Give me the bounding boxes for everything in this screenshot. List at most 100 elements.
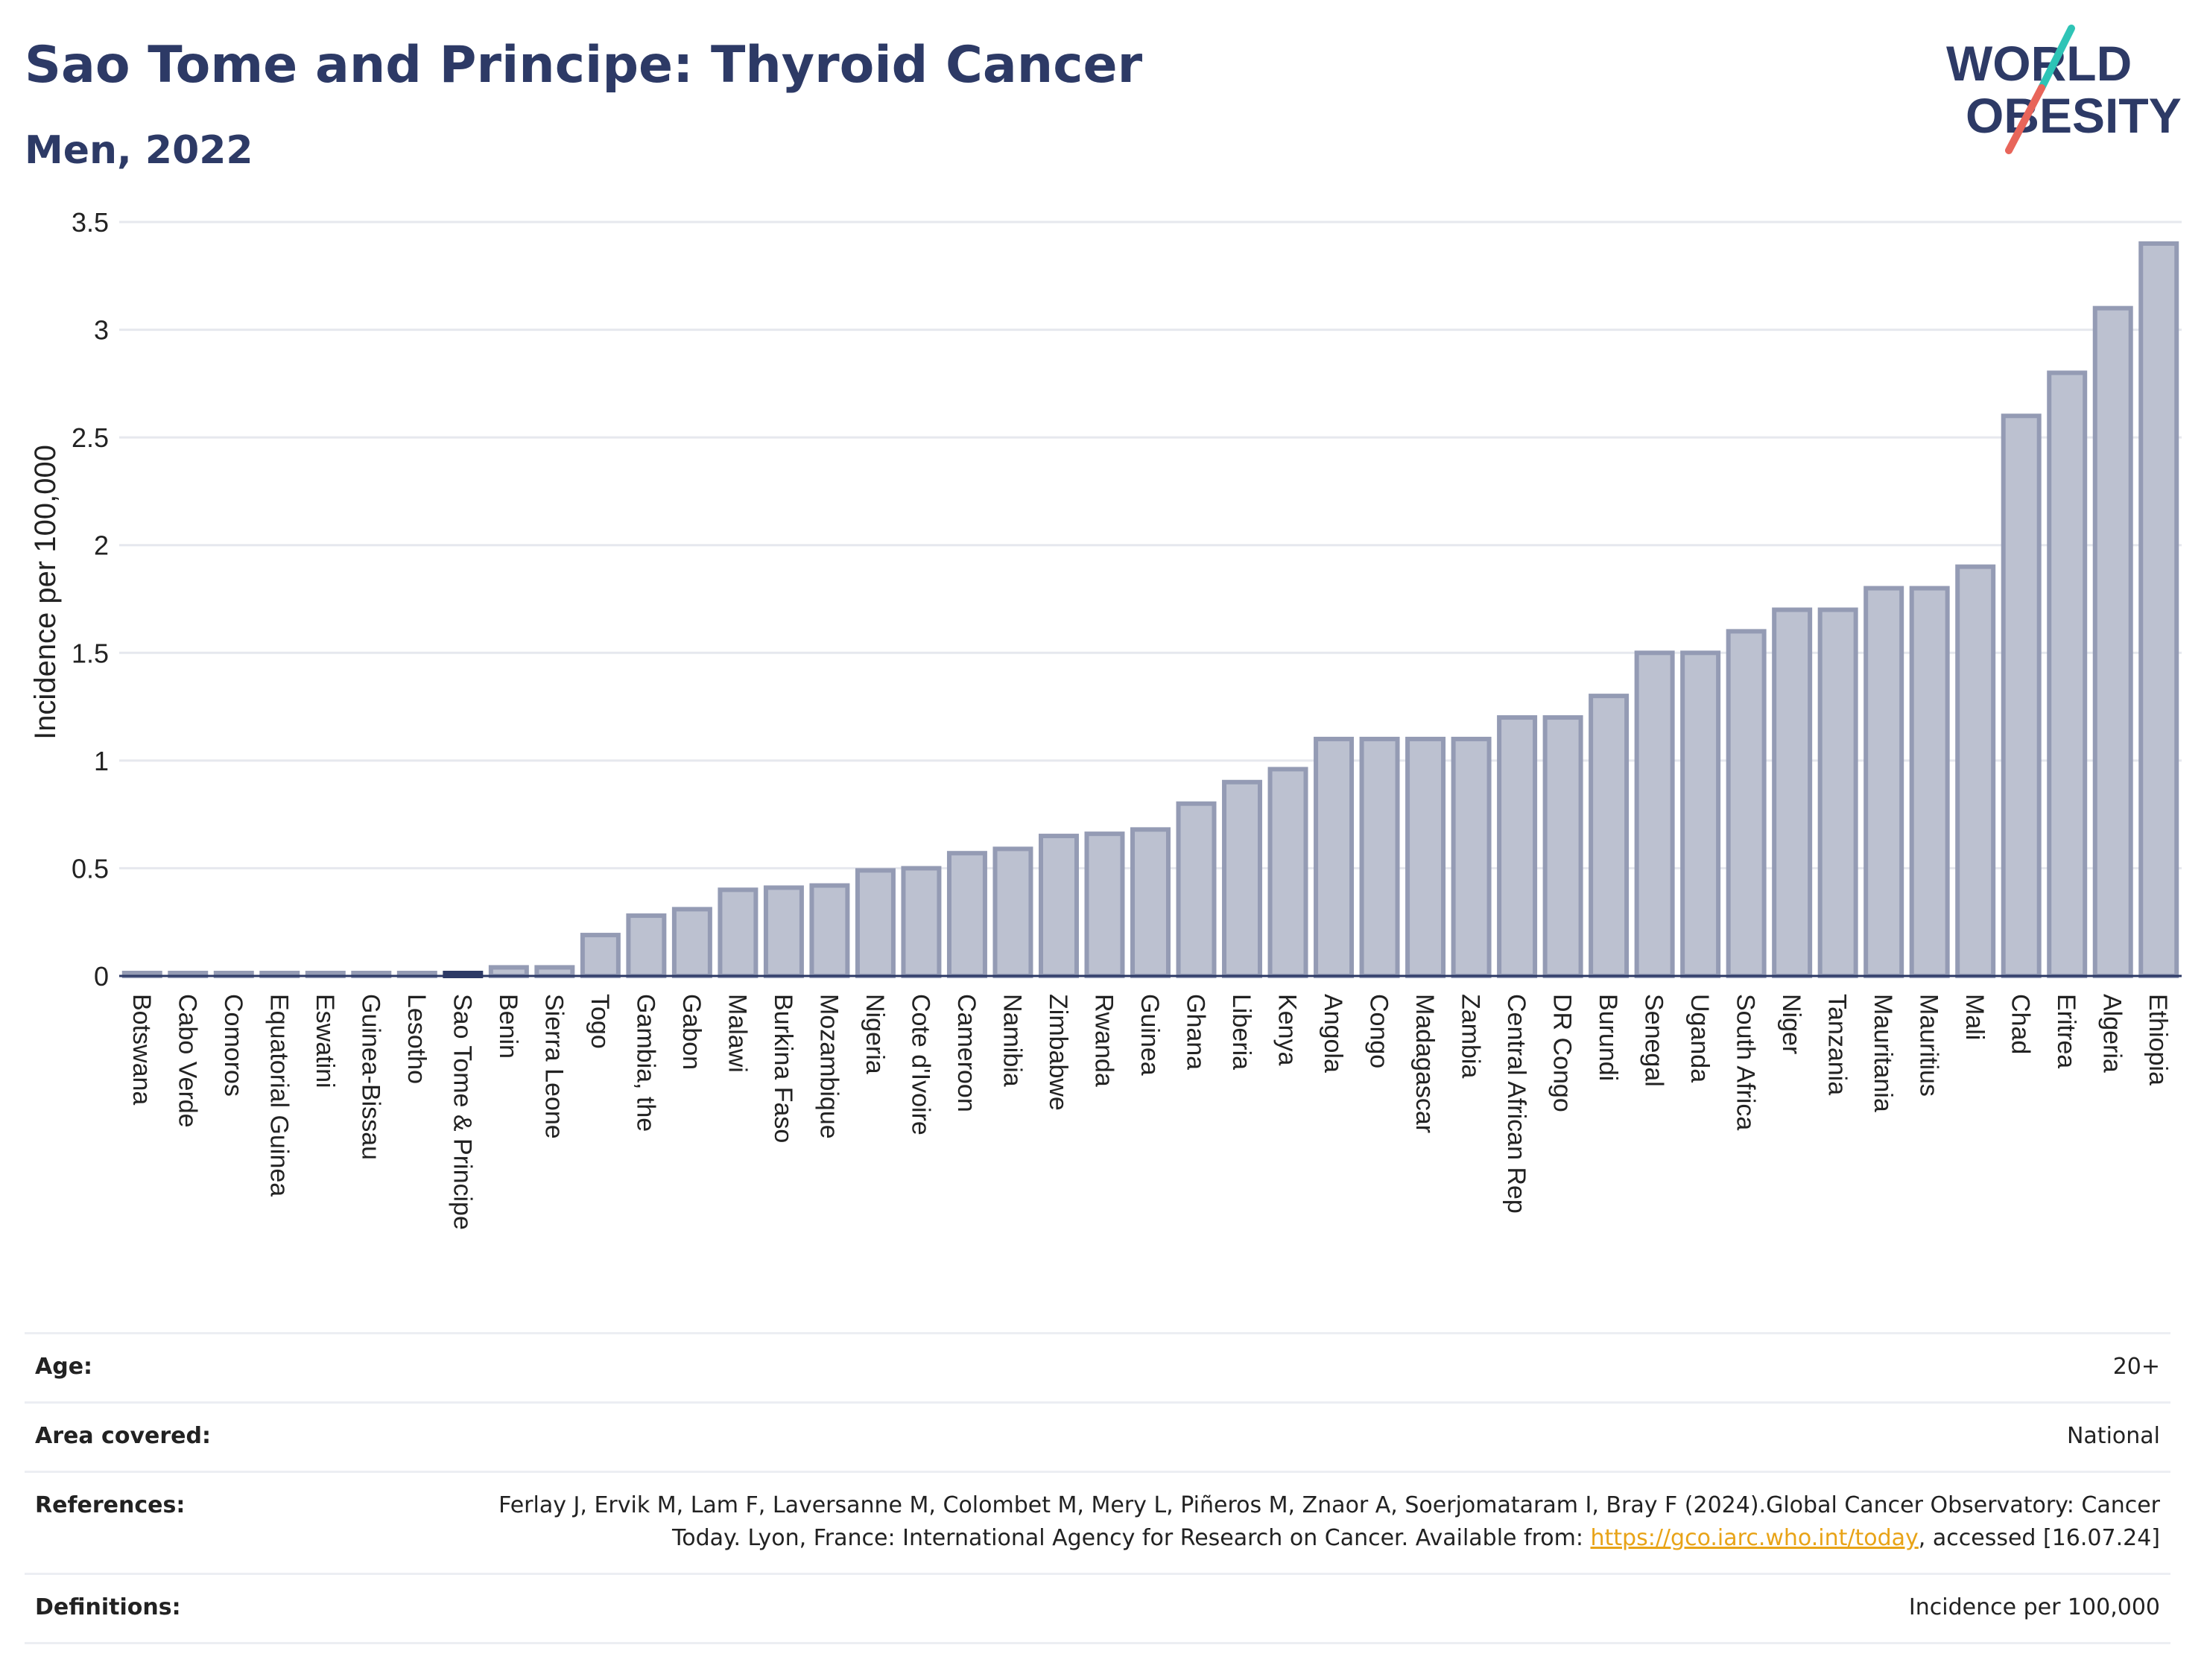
- x-tick-label: Mali: [1960, 994, 1989, 1040]
- bar: [1497, 715, 1538, 978]
- y-tick-label: 3: [94, 315, 109, 346]
- bar: [1542, 715, 1583, 978]
- x-tick-label: Nigeria: [861, 994, 889, 1074]
- x-tick-label: Kenya: [1273, 994, 1302, 1065]
- x-tick-label: Gabon: [677, 994, 706, 1070]
- logo-line-1: WORLD: [1946, 36, 2132, 91]
- bar: [855, 868, 896, 978]
- y-tick-label: 3.5: [72, 207, 109, 238]
- x-tick-label: Namibia: [998, 994, 1026, 1087]
- bar: [1726, 629, 1767, 978]
- bar: [1267, 767, 1308, 978]
- logo-line-2: OBESITY: [1966, 88, 2182, 143]
- x-tick-label: Malawi: [723, 994, 751, 1073]
- bar: [1589, 694, 1630, 978]
- world-obesity-logo: WORLD OBESITY: [1946, 25, 2182, 154]
- references-label: References:: [35, 1492, 186, 1518]
- x-tick-label: Eswatini: [311, 994, 339, 1088]
- bar: [1634, 650, 1675, 978]
- x-tick-label: Gambia, the: [631, 994, 659, 1132]
- x-tick-label: Ethiopia: [2144, 994, 2172, 1085]
- bar: [1909, 586, 1950, 978]
- bar: [1680, 650, 1721, 978]
- x-tick-label: Burkina Faso: [769, 994, 797, 1143]
- bar: [1038, 834, 1079, 978]
- x-tick-label: Guinea-Bissau: [356, 994, 384, 1160]
- x-tick-label: Angola: [1319, 994, 1347, 1073]
- x-tick-label: South Africa: [1732, 994, 1760, 1130]
- bar: [809, 883, 850, 979]
- y-axis-label: Incidence per 100,000: [29, 445, 62, 740]
- chart-subtitle: Men, 2022: [25, 128, 253, 173]
- x-tick-label: Congo: [1365, 994, 1393, 1068]
- info-row-age: Age: 20+: [25, 1333, 2170, 1403]
- bar: [488, 965, 529, 979]
- info-row-definitions: Definitions: Incidence per 100,000: [25, 1573, 2170, 1643]
- info-table: Age: 20+ Area covered: National Referenc…: [25, 1332, 2170, 1644]
- x-tick-label: Togo: [586, 994, 614, 1049]
- x-tick-label: Chad: [2007, 994, 2035, 1054]
- bar: [1314, 736, 1355, 978]
- info-row-references: References: Ferlay J, Ervik M, Lam F, La…: [25, 1471, 2170, 1574]
- x-tick-label: Comoros: [219, 994, 247, 1097]
- x-tick-label: Burundi: [1594, 994, 1622, 1081]
- y-tick-labels: 0 0.5 1 1.5 2 2.5 3 3.5: [72, 207, 109, 992]
- info-row-area: Area covered: National: [25, 1402, 2170, 1472]
- x-tick-label: Mozambique: [814, 994, 843, 1139]
- bar: [1359, 736, 1400, 978]
- x-tick-label: Lesotho: [402, 994, 431, 1084]
- bar: [1084, 831, 1125, 979]
- x-tick-label: Benin: [494, 994, 522, 1059]
- bar: [1222, 779, 1263, 979]
- bar: [1955, 564, 1996, 978]
- references-accessed: , accessed [16.07.24]: [1918, 1525, 2160, 1551]
- x-tick-label: Cote d'Ivoire: [906, 994, 934, 1135]
- x-tick-label: Liberia: [1227, 994, 1255, 1070]
- area-value: National: [2066, 1423, 2160, 1449]
- definitions-label: Definitions:: [35, 1594, 181, 1620]
- bars: [121, 241, 2179, 979]
- x-tick-label: Cameroon: [952, 994, 981, 1112]
- x-tick-label: Ghana: [1182, 994, 1210, 1070]
- x-tick-label: Botswana: [127, 994, 156, 1105]
- x-tick-label: Zambia: [1457, 994, 1485, 1078]
- x-tick-label: Guinea: [1136, 994, 1164, 1076]
- bar: [671, 907, 712, 979]
- bar: [901, 866, 942, 979]
- bar: [626, 913, 667, 979]
- x-tick-label: Algeria: [2098, 994, 2127, 1073]
- references-link[interactable]: https://gco.iarc.who.int/today: [1590, 1525, 1919, 1551]
- x-tick-label: DR Congo: [1548, 994, 1577, 1112]
- x-tick-label: Uganda: [1685, 994, 1714, 1083]
- bar: [1130, 827, 1171, 978]
- bar: [1176, 801, 1217, 978]
- bar: [1817, 607, 1858, 978]
- bar: [580, 933, 621, 979]
- bar: [992, 846, 1033, 979]
- y-tick-label: 0.5: [72, 853, 109, 884]
- bar: [1405, 736, 1446, 978]
- x-tick-label: Tanzania: [1823, 994, 1852, 1095]
- y-tick-label: 2: [94, 530, 109, 561]
- bar: [946, 851, 987, 979]
- x-tick-label: Cabo Verde: [173, 994, 201, 1128]
- age-value: 20+: [2112, 1354, 2160, 1380]
- x-tick-labels: Botswana Cabo Verde Comoros Equatorial Guin…: [127, 994, 2172, 1230]
- bar: [1863, 586, 1904, 978]
- x-tick-label: Senegal: [1640, 994, 1668, 1087]
- chart-title: Sao Tome and Principe: Thyroid Cancer: [25, 36, 1143, 95]
- area-label: Area covered:: [35, 1423, 211, 1449]
- bar: [1451, 736, 1492, 978]
- definitions-value: Incidence per 100,000: [1908, 1594, 2160, 1620]
- x-tick-label: Eritrea: [2052, 994, 2080, 1068]
- bar: [1772, 607, 1813, 978]
- logo-slash-bottom: [2005, 84, 2045, 154]
- y-tick-label: 2.5: [72, 422, 109, 453]
- bar: [534, 965, 575, 979]
- y-tick-label: 1.5: [72, 638, 109, 668]
- references-text: Ferlay J, Ervik M, Lam F, Laversanne M, …: [498, 1492, 2160, 1551]
- bar: [2047, 370, 2088, 978]
- x-tick-label: Central African Rep: [1502, 994, 1530, 1214]
- bar: [763, 885, 804, 978]
- bar: [718, 887, 759, 979]
